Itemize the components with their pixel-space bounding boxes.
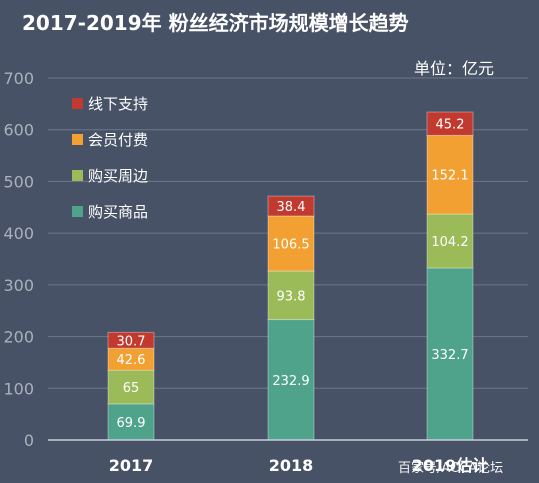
y-tick-label: 100	[3, 379, 34, 398]
data-label: 30.7	[117, 334, 146, 349]
legend-swatch	[72, 206, 83, 217]
bar-segment	[267, 195, 315, 217]
watermark: 百家号/ACCA论坛	[398, 460, 503, 476]
data-label: 65	[123, 381, 140, 396]
y-tick-label: 300	[3, 276, 34, 295]
data-label: 332.7	[431, 348, 468, 363]
data-label: 152.1	[431, 169, 468, 184]
chart-title: 2017-2019年 粉丝经济市场规模增长趋势	[22, 11, 409, 35]
data-label: 106.5	[272, 238, 309, 253]
bar-segment	[426, 111, 474, 136]
legend-label: 购买周边	[88, 167, 148, 185]
bar-segment	[267, 215, 315, 272]
bar-segment	[267, 270, 315, 321]
legend-label: 线下支持	[88, 95, 148, 113]
x-tick-label: 2019估计	[412, 456, 489, 475]
y-tick-label: 200	[3, 328, 34, 347]
data-label: 232.9	[272, 374, 309, 389]
y-tick-label: 500	[3, 172, 34, 191]
bar-segment	[267, 319, 315, 441]
bar-segment	[107, 369, 155, 405]
bar-segment	[426, 267, 474, 441]
legend-swatch	[72, 98, 83, 109]
bar-segment	[426, 134, 474, 215]
x-tick-label: 2017	[109, 456, 154, 475]
data-label: 69.9	[117, 416, 146, 431]
y-tick-label: 700	[3, 69, 34, 88]
legend-swatch	[72, 134, 83, 145]
y-tick-label: 600	[3, 121, 34, 140]
data-label: 104.2	[431, 235, 468, 250]
data-label: 45.2	[436, 118, 465, 133]
unit-label: 单位：亿元	[414, 59, 494, 78]
x-tick-label: 2018	[269, 456, 314, 475]
y-tick-label: 400	[3, 224, 34, 243]
legend-label: 购买商品	[88, 203, 148, 221]
data-label: 42.6	[117, 353, 146, 368]
y-tick-label: 0	[24, 431, 34, 450]
legend-swatch	[72, 170, 83, 181]
legend-label: 会员付费	[88, 131, 148, 149]
data-label: 93.8	[277, 289, 306, 304]
bar-segment	[107, 331, 155, 349]
data-label: 38.4	[277, 200, 306, 215]
